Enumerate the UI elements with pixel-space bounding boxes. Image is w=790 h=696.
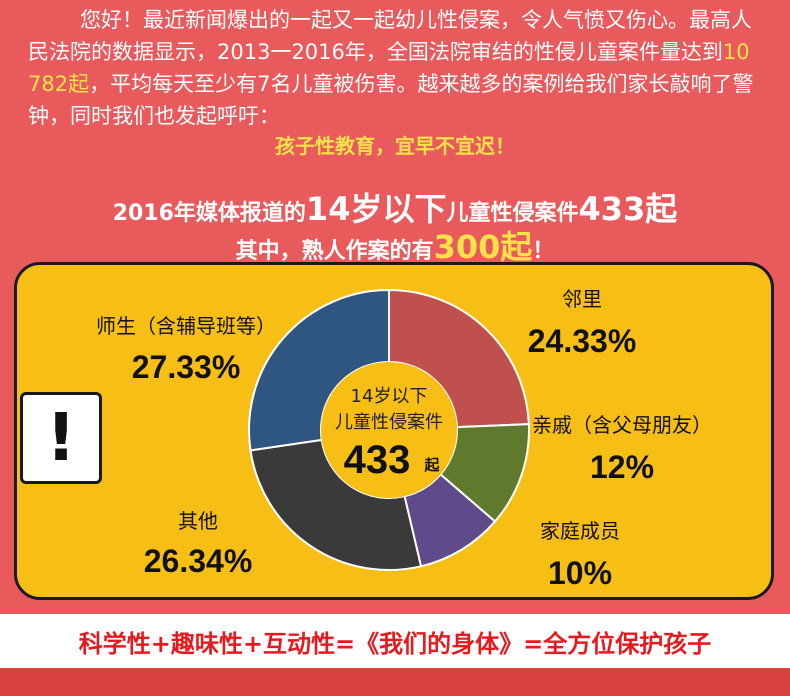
headline1-e: 433起 (578, 190, 678, 228)
center-total: 433 (344, 438, 411, 482)
headline1-c: 以下 (382, 190, 447, 228)
headline2-a: 其中，熟人作案的有 (235, 239, 434, 264)
headline1-a: 2016年媒体报道的 (112, 201, 306, 226)
headline2-c: ！ (532, 239, 555, 264)
slice-name-neighbors: 邻里 (562, 287, 602, 311)
center-unit: 起 (423, 456, 440, 474)
slice-value-family: 10% (548, 555, 612, 591)
headline-acquaintance-cases: 其中，熟人作案的有300起！ (0, 222, 790, 268)
slice-name-other: 其他 (178, 509, 218, 533)
headline2-b: 300起 (433, 228, 533, 266)
center-label-category: 儿童性侵案件 (335, 412, 443, 433)
slice-value-neighbors: 24.33% (528, 323, 637, 359)
headline-total-cases: 2016年媒体报道的14岁以下儿童性侵案件433起 (0, 184, 790, 230)
slice-value-other: 26.34% (144, 543, 253, 579)
bottom-strip (0, 668, 790, 696)
slice-value-relatives: 12% (590, 449, 654, 485)
intro-highlight-case-count: 10 782起 (28, 40, 750, 96)
intro-paragraph: 您好！最近新闻爆出的一起又一起幼儿性侵案，令人气愤又伤心。最高人民法院的数据显示… (28, 4, 768, 132)
headline1-d: 儿童性侵案件 (446, 201, 579, 226)
warning-icon: ! (20, 392, 102, 484)
footer-band (0, 614, 790, 668)
intro-text-2: ，平均每天至少有7名儿童被伤害。越来越多的案例给我们家长敲响了警钟，同时我们也发… (28, 72, 754, 128)
center-label-age: 14岁以下 (351, 386, 428, 407)
headline1-b: 14岁 (305, 190, 383, 228)
slice-value-teachers: 27.33% (132, 349, 241, 385)
slice-name-teachers: 师生（含辅导班等） (96, 314, 276, 338)
warning-symbol: ! (45, 399, 77, 476)
slogan: 孩子性教育，宜早不宜迟！ (275, 134, 515, 158)
slice-name-family: 家庭成员 (540, 519, 620, 543)
slice-name-relatives: 亲戚（含父母朋友） (532, 413, 712, 437)
intro-text-1: 您好！最近新闻爆出的一起又一起幼儿性侵案，令人气愤又伤心。最高人民法院的数据显示… (28, 8, 752, 64)
slice-teachers (248, 288, 390, 452)
footer-tagline: 科学性+趣味性+互动性=《我们的身体》=全方位保护孩子 (78, 630, 712, 658)
donut-hole (321, 362, 457, 498)
